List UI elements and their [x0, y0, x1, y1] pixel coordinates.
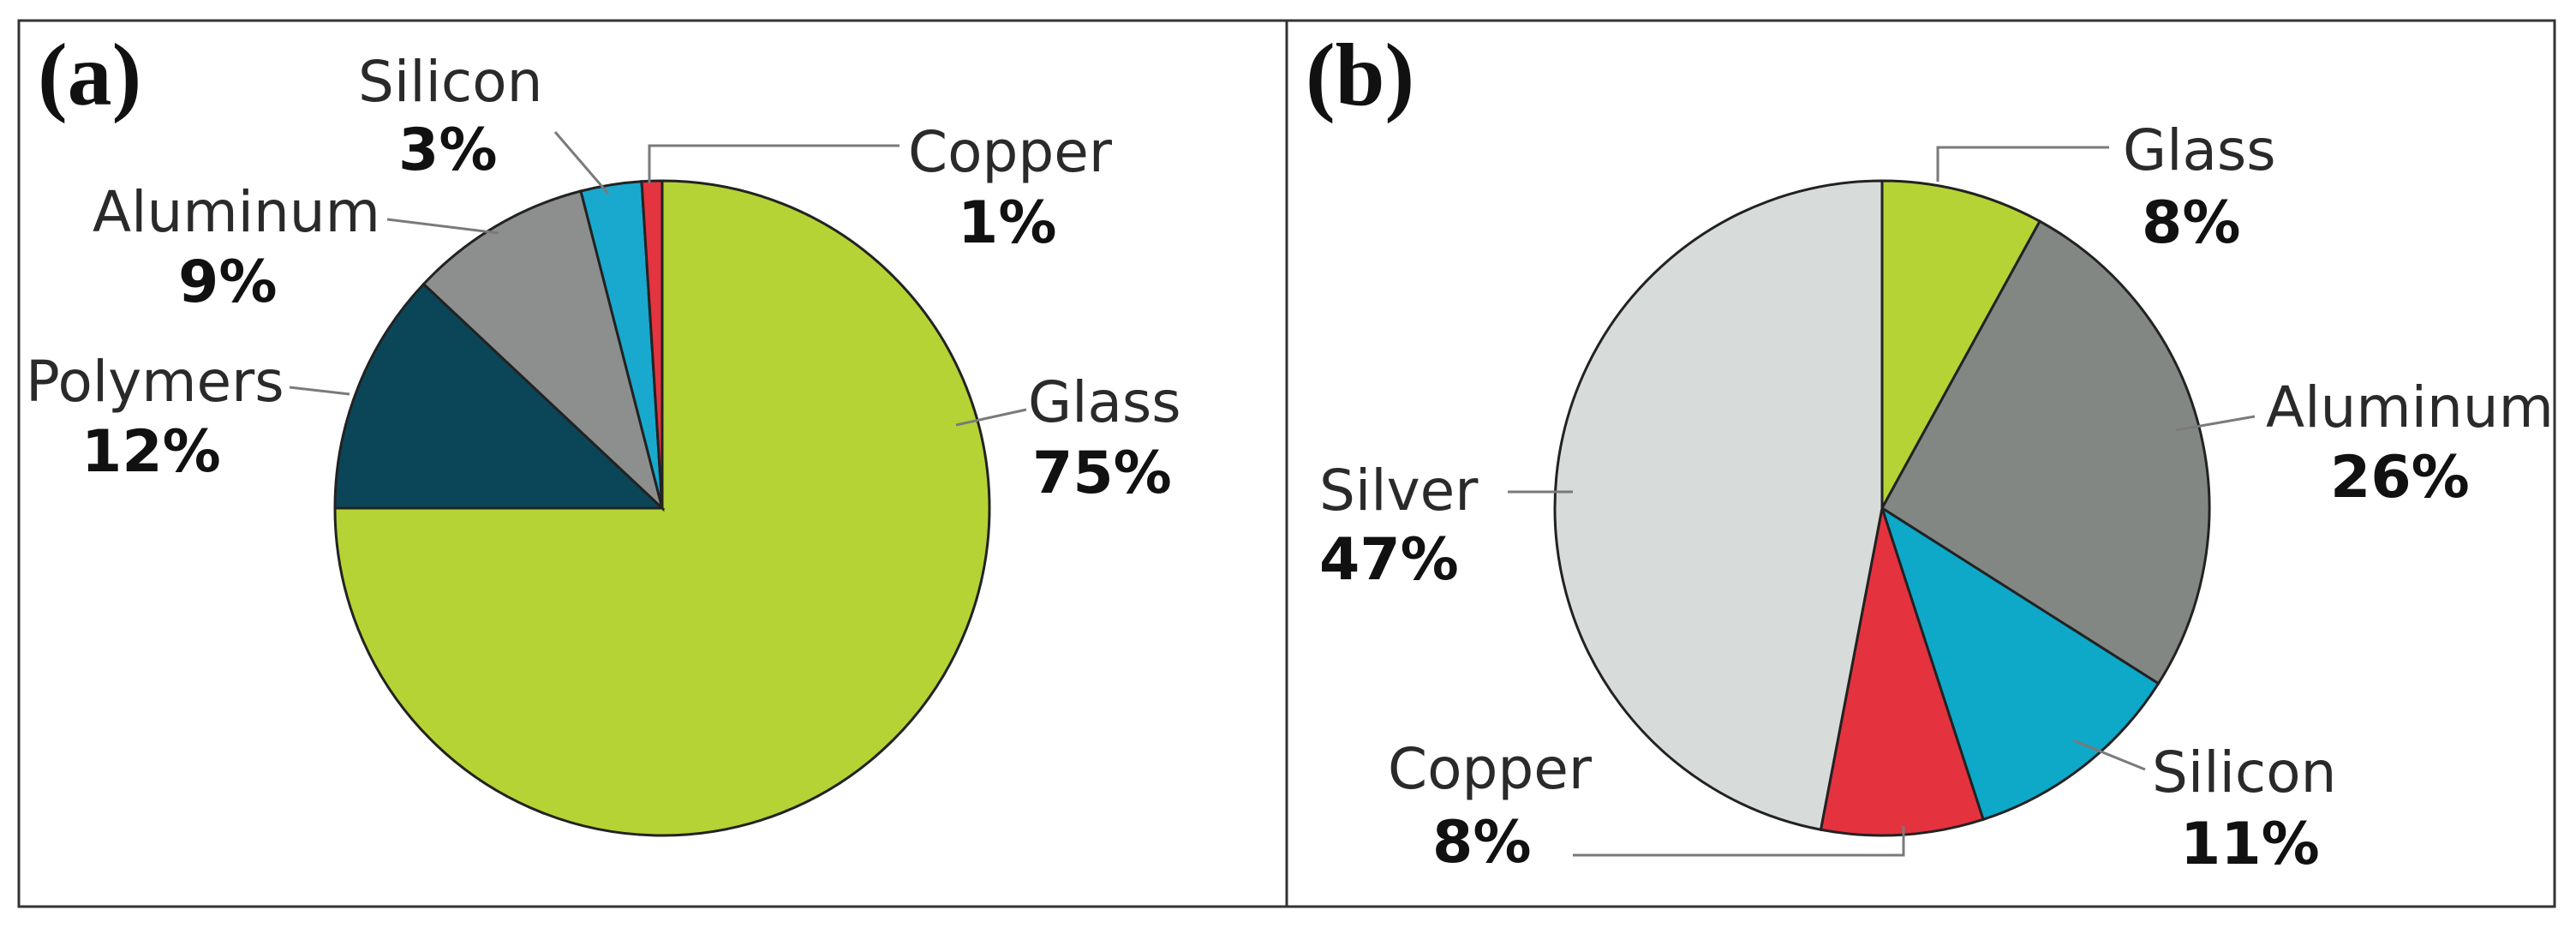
- pie-b-value-silver: 47%: [1319, 526, 1459, 594]
- pie-b-value-aluminum: 26%: [2330, 444, 2470, 512]
- pie-b-leader-aluminum: [2175, 415, 2256, 432]
- pie-a-label-glass: Glass: [1028, 369, 1181, 435]
- pie-b-value-copper: 8%: [1432, 809, 1531, 877]
- panel-a-letter: (a): [38, 26, 141, 124]
- pie-b-label-copper: Copper: [1388, 736, 1593, 802]
- pie-a-leader-aluminum: [386, 218, 499, 235]
- pie-a-leader-glass: [955, 408, 1027, 427]
- pie-a-value-silicon: 3%: [398, 117, 497, 184]
- pie-b-label-aluminum: Aluminum: [2266, 374, 2554, 440]
- pie-a-label-polymers: Polymers: [26, 349, 284, 415]
- pie-b-label-glass: Glass: [2123, 117, 2276, 183]
- pie-a-label-aluminum: Aluminum: [93, 179, 380, 245]
- pie-a-value-copper: 1%: [958, 189, 1056, 257]
- pie-b-label-silicon: Silicon: [2152, 739, 2336, 805]
- pie-b-leader-silicon: [2072, 739, 2146, 771]
- pie-a-leader-polymers: [289, 386, 350, 396]
- pie-a-slice-polymers: [333, 282, 666, 510]
- pie-b-leader-glass: [1936, 146, 2109, 182]
- pie-b-slice-silicon: [1880, 505, 2161, 822]
- pie-a-leader-silicon: [553, 131, 610, 195]
- panel-b-letter: (b): [1306, 26, 1414, 124]
- pie-b-value-glass: 8%: [2142, 189, 2240, 257]
- pie-b-label-silver: Silver: [1319, 458, 1479, 524]
- pie-a-value-glass: 75%: [1032, 440, 1172, 507]
- pie-a-value-aluminum: 9%: [178, 248, 277, 316]
- pie-b-value-silicon: 11%: [2180, 811, 2320, 878]
- pie-chart-b: [1553, 179, 2211, 837]
- pie-b-leader-copper: [1573, 826, 1905, 857]
- pie-b-slice-silver: [1553, 179, 1884, 831]
- pie-a-leader-copper: [648, 144, 900, 183]
- pie-a-slice-copper: [640, 179, 664, 509]
- pie-a-slice-aluminum: [421, 189, 665, 512]
- pie-b-slice-glass: [1880, 179, 2042, 509]
- pie-chart-a: [333, 179, 991, 837]
- pie-a-value-polymers: 12%: [81, 418, 221, 486]
- pie-a-label-silicon: Silicon: [358, 49, 542, 115]
- pie-a-label-copper: Copper: [908, 119, 1113, 185]
